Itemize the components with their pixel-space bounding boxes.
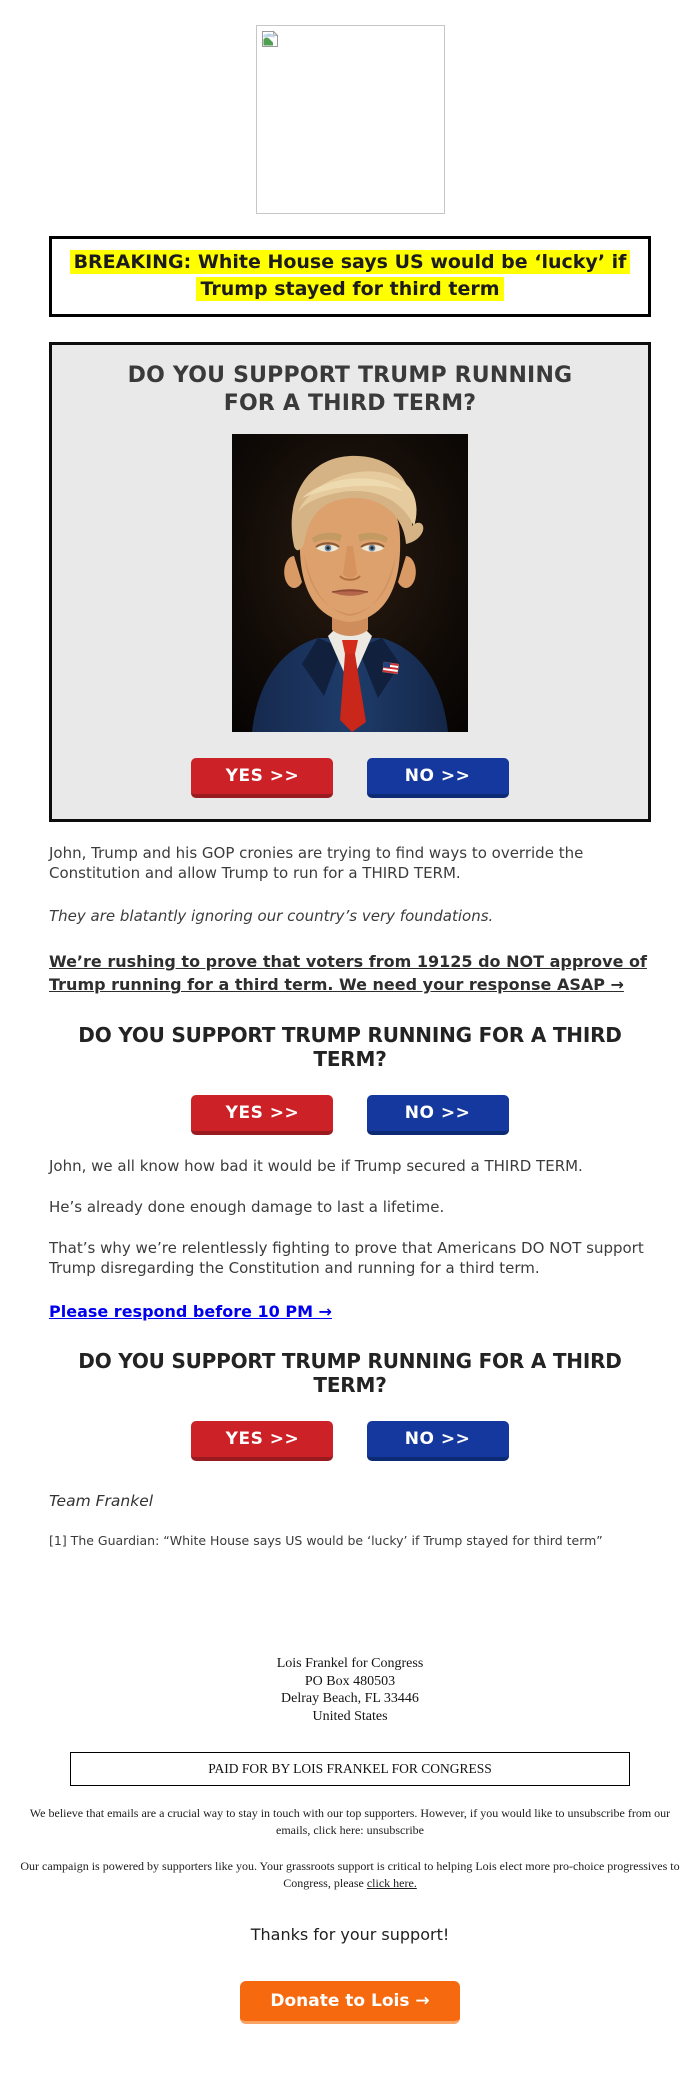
thanks-message: Thanks for your support! (250, 1925, 450, 1944)
address-line: PO Box 480503 (304, 1673, 396, 1689)
paragraph-damage: He’s already done enough damage to last … (49, 1198, 445, 1216)
poll-question-repeat-1: DO YOU SUPPORT TRUMP RUNNING FOR A THIRD… (78, 1023, 622, 1071)
trump-photo (232, 434, 468, 732)
unsubscribe-text: We believe that emails are a crucial way… (29, 1806, 671, 1837)
paragraph-how-bad: John, we all know how bad it would be if… (49, 1157, 583, 1175)
donate-button[interactable]: Donate to Lois → (240, 1981, 460, 2024)
respond-before-10pm-link[interactable]: Please respond before 10 PM → (49, 1302, 332, 1321)
grassroots-text: Our campaign is powered by supporters li… (20, 1859, 680, 1890)
address-line: Delray Beach, FL 33446 (281, 1691, 419, 1706)
paid-for-disclaimer: PAID FOR BY LOIS FRANKEL FOR CONGRESS (70, 1752, 630, 1786)
campaign-address: Lois Frankel for Congress PO Box 480503 … (0, 1655, 700, 1725)
poll-question: DO YOU SUPPORT TRUMP RUNNING FOR A THIRD… (127, 363, 573, 416)
photo-container (62, 434, 638, 732)
breaking-headline: BREAKING: White House says US would be ‘… (69, 250, 631, 301)
paragraph-gop-cronies: John, Trump and his GOP cronies are tryi… (49, 844, 584, 882)
email-footer: Lois Frankel for Congress PO Box 480503 … (0, 1655, 700, 2100)
yes-button[interactable]: YES >> (191, 758, 334, 798)
unsubscribe-notice: We believe that emails are a crucial way… (18, 1805, 682, 1839)
poll-buttons-row-3: YES >> NO >> (49, 1421, 651, 1461)
deadline-line: Please respond before 10 PM → (49, 1302, 651, 1322)
address-line: Lois Frankel for Congress (276, 1656, 424, 1671)
yes-button[interactable]: YES >> (191, 1421, 334, 1461)
signature-team-frankel: Team Frankel (49, 1492, 154, 1510)
email-copy: John, Trump and his GOP cronies are tryi… (0, 843, 700, 1549)
address-line: United States (312, 1708, 388, 1724)
no-button[interactable]: NO >> (366, 758, 509, 798)
source-footnote: [1] The Guardian: “White House says US w… (49, 1533, 603, 1548)
poll-buttons-row-2: YES >> NO >> (49, 1095, 651, 1135)
paragraph-rushing-to-prove: We’re rushing to prove that voters from … (49, 952, 647, 994)
email-body: BREAKING: White House says US would be ‘… (0, 25, 700, 2100)
bottom-spacer (0, 2024, 700, 2100)
breaking-banner: BREAKING: White House says US would be ‘… (49, 236, 651, 317)
unsubscribe-link[interactable]: unsubscribe (366, 1823, 424, 1837)
grassroots-notice: Our campaign is powered by supporters li… (18, 1858, 682, 1892)
poll-question-repeat-2: DO YOU SUPPORT TRUMP RUNNING FOR A THIRD… (78, 1349, 622, 1397)
paragraph-foundations: They are blatantly ignoring our country’… (49, 907, 494, 925)
poll-box: DO YOU SUPPORT TRUMP RUNNING FOR A THIRD… (49, 342, 651, 822)
no-button[interactable]: NO >> (366, 1095, 509, 1135)
yes-button[interactable]: YES >> (191, 1095, 334, 1135)
paragraph-relentlessly-fighting: That’s why we’re relentlessly fighting t… (49, 1239, 644, 1277)
broken-image-icon (261, 30, 278, 47)
no-button[interactable]: NO >> (366, 1421, 509, 1461)
click-here-link[interactable]: click here. (366, 1876, 417, 1890)
header-image-placeholder[interactable] (255, 25, 445, 214)
poll-buttons-row-1: YES >> NO >> (62, 758, 638, 798)
